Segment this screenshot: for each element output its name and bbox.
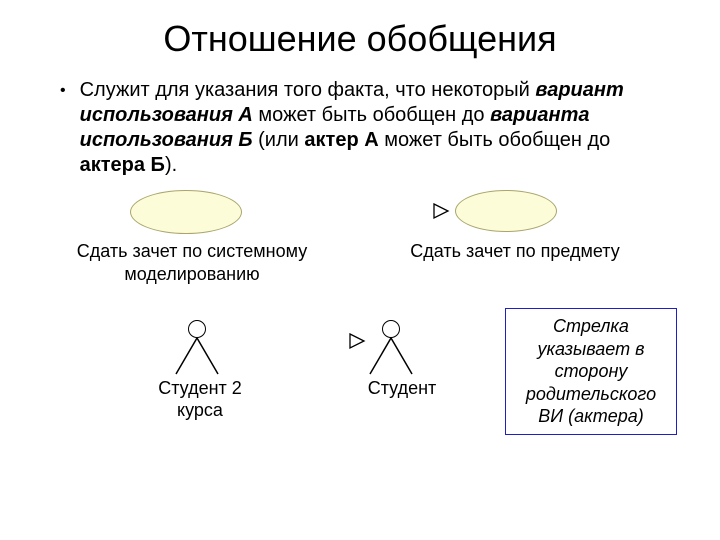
note-box: Стрелка указывает в сторону родительског… <box>505 308 677 435</box>
note-line: указывает в <box>538 339 645 359</box>
bullet-text: Служит для указания того факта, что неко… <box>80 78 670 178</box>
use-case-ellipse-right <box>455 190 557 232</box>
note-line: ВИ (актера) <box>538 406 644 426</box>
label-line: моделированию <box>124 264 259 284</box>
actor-body-right-icon <box>364 338 418 376</box>
label-line: Студент <box>368 378 437 398</box>
label-line: курса <box>177 400 223 420</box>
label-line: Сдать зачет по предмету <box>410 241 620 261</box>
actor-body-left-icon <box>170 338 224 376</box>
note-line: сторону <box>555 361 628 381</box>
actor-head-left <box>188 320 206 338</box>
bullet-marker: • <box>60 78 66 178</box>
bullet-item: • Служит для указания того факта, что не… <box>60 78 670 178</box>
label-line: Студент 2 <box>158 378 242 398</box>
generalization-arrow-actor-icon <box>348 332 366 355</box>
use-case-label-left: Сдать зачет по системному моделированию <box>72 240 312 285</box>
bullet-block: • Служит для указания того факта, что не… <box>0 60 720 178</box>
slide-title: Отношение обобщения <box>0 0 720 60</box>
actor-label-left: Студент 2 курса <box>140 378 260 421</box>
note-line: родительского <box>526 384 656 404</box>
label-line: Сдать зачет по системному <box>77 241 307 261</box>
use-case-label-right: Сдать зачет по предмету <box>400 240 630 263</box>
actor-head-right <box>382 320 400 338</box>
actor-label-right: Студент <box>342 378 462 400</box>
generalization-arrow-usecase-icon <box>432 202 450 225</box>
use-case-ellipse-left <box>130 190 242 234</box>
diagram-area: Сдать зачет по системному моделированию … <box>0 178 720 518</box>
note-line: Стрелка <box>553 316 629 336</box>
